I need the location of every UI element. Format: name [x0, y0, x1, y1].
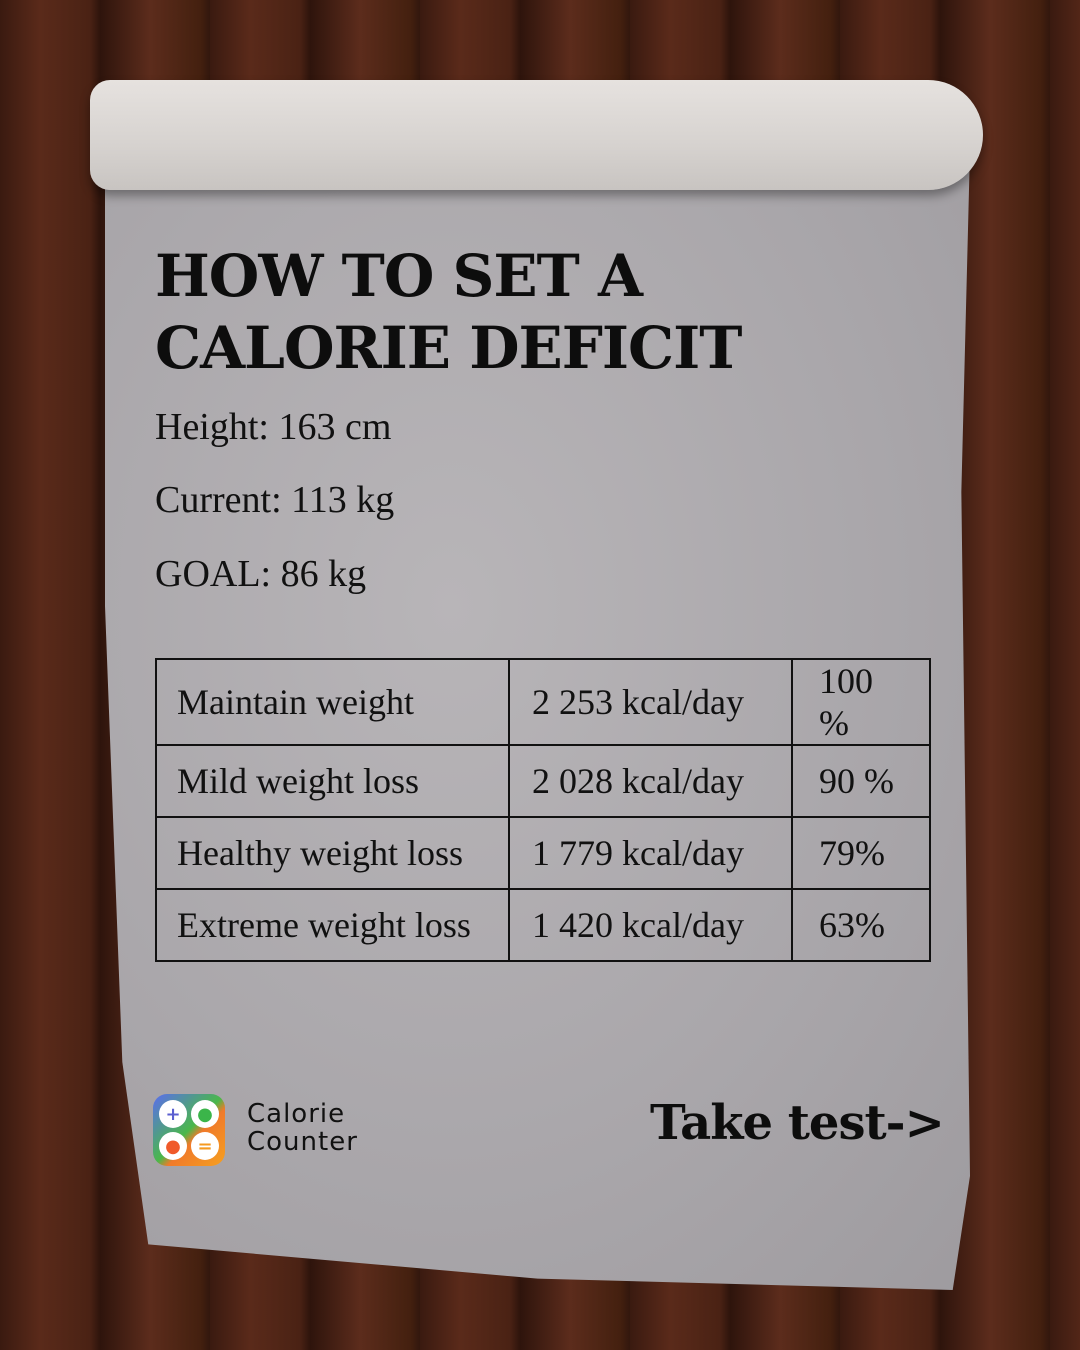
brand-name: Calorie Counter — [247, 1100, 358, 1156]
apple-icon: ● — [191, 1100, 219, 1128]
plus-icon: + — [159, 1100, 187, 1128]
plan-cell: Extreme weight loss — [155, 888, 510, 962]
current-weight-stat: Current: 113 kg — [155, 479, 395, 521]
app-logo: + ● ● = — [153, 1094, 225, 1166]
kcal-cell: 1 420 kcal/day — [508, 888, 793, 962]
apple-icon: ● — [159, 1132, 187, 1160]
pct-cell: 79% — [791, 816, 931, 890]
paper-roll — [90, 80, 983, 190]
table-row: Mild weight loss 2 028 kcal/day 90 % — [155, 744, 931, 818]
calorie-table: Maintain weight 2 253 kcal/day 100 % Mild … — [155, 658, 931, 962]
height-stat: Height: 163 cm — [155, 406, 392, 448]
equals-icon: = — [191, 1132, 219, 1160]
table-row: Maintain weight 2 253 kcal/day 100 % — [155, 658, 931, 746]
brand-line2: Counter — [247, 1127, 358, 1157]
goal-weight-stat: GOAL: 86 kg — [155, 553, 367, 595]
plan-cell: Mild weight loss — [155, 744, 510, 818]
kcal-cell: 2 028 kcal/day — [508, 744, 793, 818]
kcal-cell: 1 779 kcal/day — [508, 816, 793, 890]
pct-cell: 90 % — [791, 744, 931, 818]
brand-line1: Calorie — [247, 1099, 346, 1129]
pct-cell: 63% — [791, 888, 931, 962]
plan-cell: Healthy weight loss — [155, 816, 510, 890]
table-row: Extreme weight loss 1 420 kcal/day 63% — [155, 888, 931, 962]
kcal-cell: 2 253 kcal/day — [508, 658, 793, 746]
table-row: Healthy weight loss 1 779 kcal/day 79% — [155, 816, 931, 890]
page-title: HOW TO SET A CALORIE DEFICIT — [155, 242, 742, 382]
take-test-link[interactable]: Take test-> — [650, 1095, 945, 1151]
plan-cell: Maintain weight — [155, 658, 510, 746]
pct-cell: 100 % — [791, 658, 931, 746]
